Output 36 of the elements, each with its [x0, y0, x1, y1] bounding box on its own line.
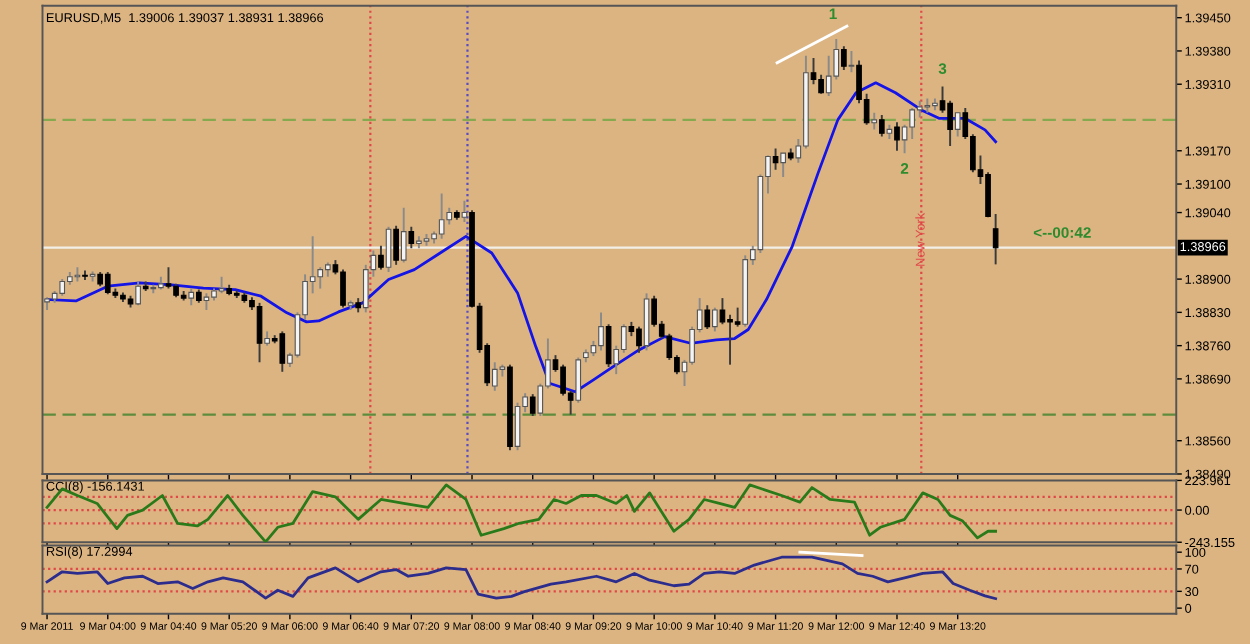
- candlestick: [575, 356, 582, 404]
- candlestick: [104, 271, 111, 296]
- candlestick: [560, 363, 566, 397]
- candlestick: [992, 213, 999, 266]
- candlestick: [712, 306, 718, 333]
- candlestick: [704, 304, 711, 330]
- candlestick: [605, 323, 612, 369]
- candlestick: [727, 313, 733, 366]
- candlestick: [256, 301, 263, 364]
- candlestick: [985, 171, 991, 219]
- line-series: [45, 555, 998, 601]
- candlestick: [878, 114, 885, 138]
- candlestick: [841, 45, 847, 71]
- candlestick: [780, 152, 786, 178]
- candlestick: [491, 361, 498, 392]
- candlestick: [719, 297, 726, 326]
- candlestick: [529, 393, 536, 417]
- candlestick: [810, 57, 817, 86]
- candlestick: [818, 73, 824, 95]
- candlestick: [378, 244, 384, 271]
- candlestick: [393, 224, 399, 266]
- candlestick: [340, 268, 346, 309]
- line-series: [45, 483, 998, 543]
- candlestick: [894, 121, 900, 152]
- candlestick: [461, 199, 468, 224]
- candlestick: [408, 225, 415, 250]
- candlestick: [135, 280, 141, 307]
- candlestick: [438, 192, 445, 240]
- candlestick: [598, 311, 604, 352]
- candlestick: [848, 49, 855, 74]
- candlestick: [954, 111, 961, 138]
- candlestick: [279, 330, 286, 373]
- candlestick: [165, 266, 172, 290]
- candlestick: [734, 306, 741, 328]
- candlestick: [636, 325, 642, 354]
- candlestick: [947, 99, 953, 147]
